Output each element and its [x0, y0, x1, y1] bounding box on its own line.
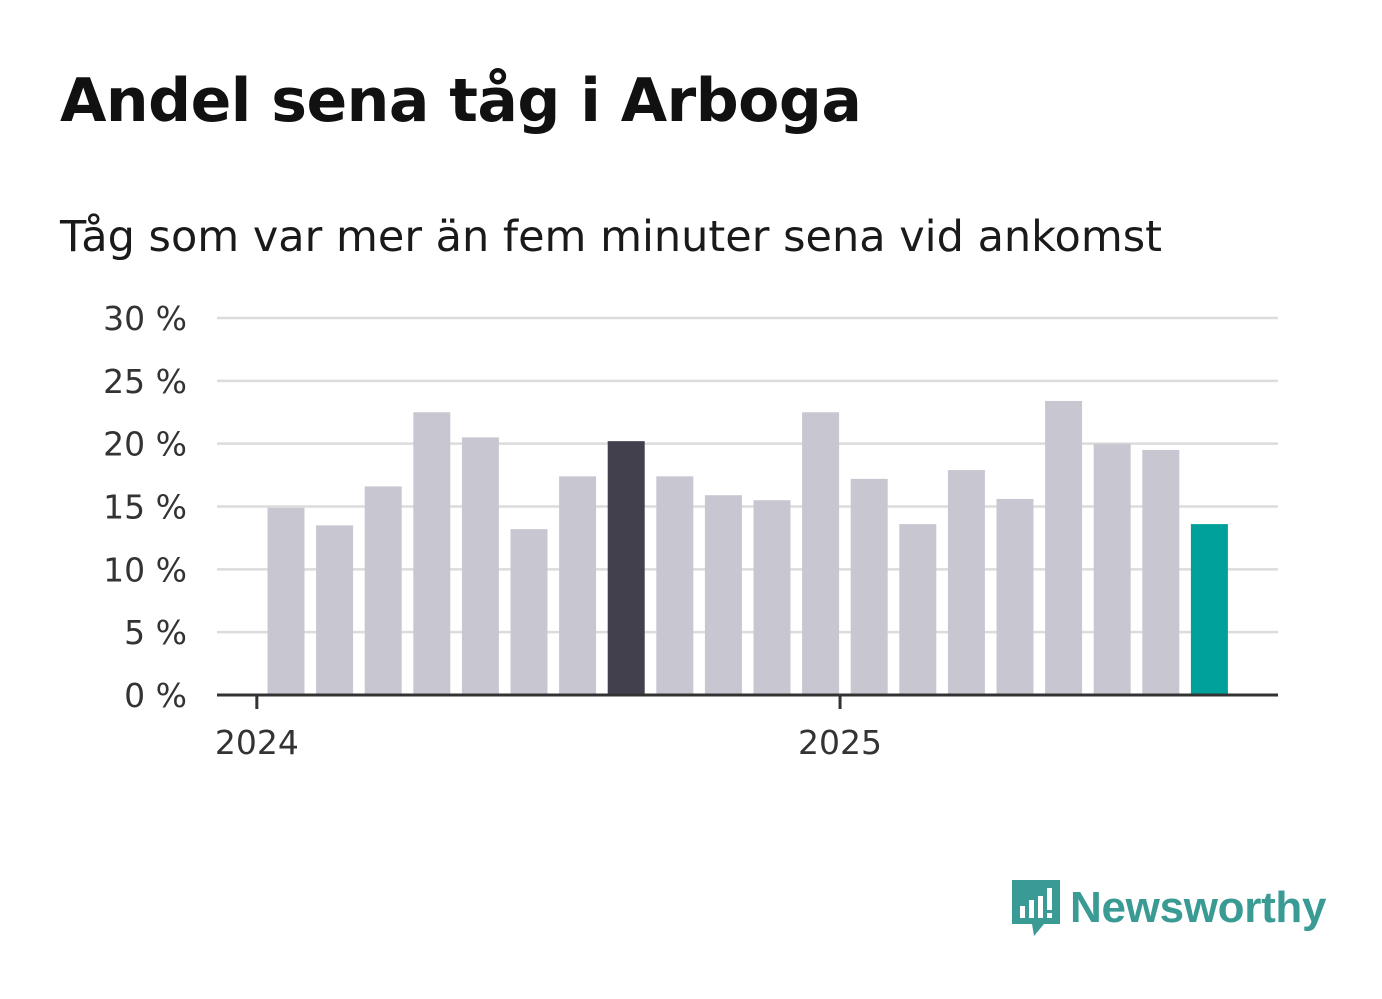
x-tick-label: 2024 — [215, 723, 299, 762]
bar — [461, 437, 499, 695]
bar — [947, 470, 985, 695]
y-tick-label: 15 % — [103, 488, 187, 527]
y-tick-label: 5 % — [124, 613, 187, 652]
bar — [316, 525, 354, 695]
x-tick-label: 2025 — [798, 723, 882, 762]
bar — [267, 507, 305, 695]
y-tick-label: 25 % — [103, 362, 187, 401]
bar — [1190, 524, 1228, 695]
bars — [267, 400, 1228, 695]
newsworthy-logo-text: Newsworthy — [1070, 883, 1327, 932]
chart-subtitle: Tåg som var mer än fem minuter sena vid … — [60, 212, 1163, 262]
bar — [996, 498, 1034, 695]
x-axis-labels: 2024 2025 — [215, 695, 882, 762]
bar — [753, 500, 791, 695]
chart-title: Andel sena tåg i Arboga — [60, 66, 862, 136]
y-tick-label: 30 % — [103, 299, 187, 338]
bar — [607, 441, 645, 695]
y-tick-label: 10 % — [103, 550, 187, 589]
bar — [802, 412, 840, 695]
y-tick-label: 20 % — [103, 425, 187, 464]
bar — [899, 524, 937, 695]
bar — [364, 486, 402, 695]
newsworthy-logo: Newsworthy — [1010, 878, 1326, 938]
y-tick-label: 0 % — [124, 676, 187, 715]
bar — [1045, 400, 1083, 695]
bar — [704, 495, 742, 695]
newsworthy-logo-icon — [1012, 880, 1060, 936]
bar — [1142, 449, 1180, 695]
bar — [559, 476, 597, 695]
bar — [413, 412, 451, 695]
bar — [1093, 443, 1131, 695]
bar — [850, 478, 888, 695]
y-axis-labels: 0 % 5 % 10 % 15 % 20 % 25 % 30 % — [103, 299, 187, 715]
bar — [656, 476, 694, 695]
bar — [510, 529, 548, 695]
